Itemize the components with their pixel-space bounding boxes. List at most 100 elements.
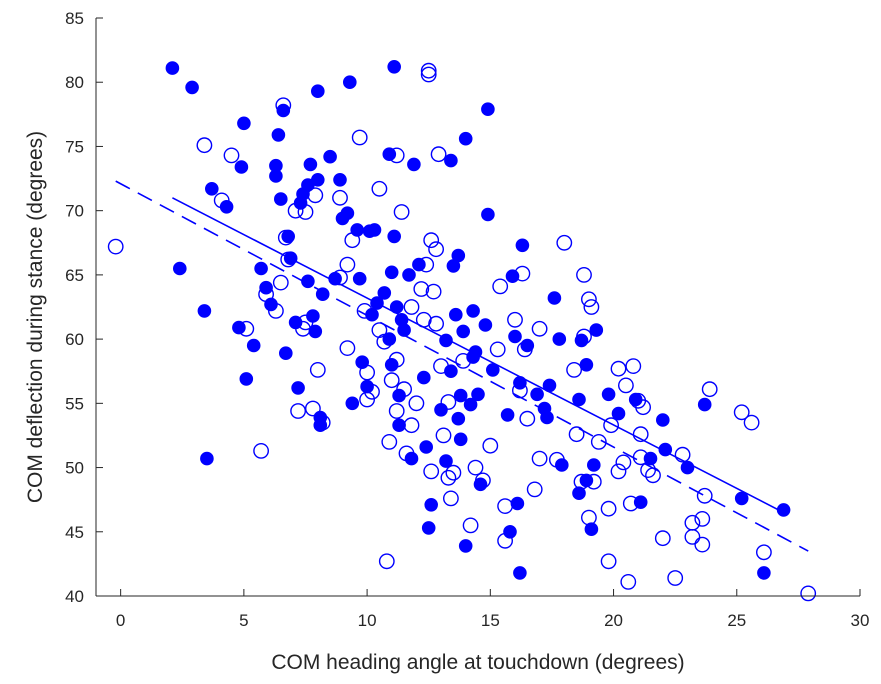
x-axis-label: COM heading angle at touchdown (degrees)	[271, 651, 684, 674]
data-point-open	[549, 451, 565, 468]
data-point-filled	[547, 291, 562, 305]
data-point-filled	[291, 381, 305, 395]
data-point-open	[581, 291, 597, 308]
data-point-open	[371, 180, 388, 197]
data-point-filled	[587, 458, 601, 472]
y-tick-label: 70	[65, 202, 84, 221]
data-point-open	[694, 536, 711, 553]
data-point-open	[440, 394, 457, 410]
y-tick-label: 75	[65, 137, 84, 156]
data-point-open	[253, 442, 270, 459]
data-point-open	[309, 361, 326, 378]
data-point-open	[238, 320, 255, 337]
data-point-open	[492, 278, 509, 295]
data-point-open	[635, 399, 651, 416]
data-point-filled	[237, 116, 251, 131]
data-point-open	[625, 358, 642, 374]
data-point-filled	[271, 128, 286, 142]
data-point-filled	[407, 157, 421, 172]
y-tick-label: 60	[65, 330, 84, 349]
data-point-filled	[463, 397, 478, 412]
data-point-open	[462, 517, 479, 534]
data-point-open	[351, 129, 368, 146]
data-point-open	[403, 299, 420, 315]
data-point-filled	[274, 192, 288, 206]
data-point-filled	[246, 338, 261, 353]
data-point-open	[610, 463, 627, 480]
data-point-open	[339, 340, 356, 356]
data-point-filled	[419, 440, 434, 454]
data-point-filled	[311, 173, 325, 187]
data-point-open	[654, 530, 671, 547]
data-point-open	[507, 311, 523, 328]
data-point-open	[531, 450, 548, 467]
data-point-open	[519, 410, 536, 427]
data-point-filled	[572, 392, 586, 407]
data-point-filled	[417, 370, 431, 385]
data-point-open	[223, 147, 240, 164]
data-point-open	[258, 286, 274, 303]
x-tick-label: 20	[604, 611, 623, 630]
data-point-filled	[656, 413, 670, 427]
data-point-open	[516, 341, 533, 358]
data-point-open	[576, 266, 592, 283]
data-point-open	[526, 481, 543, 498]
data-point-open	[332, 189, 348, 206]
data-point-filled	[458, 131, 473, 146]
data-point-open	[566, 361, 582, 378]
data-point-filled	[515, 238, 530, 253]
data-point-open	[272, 274, 289, 291]
data-point-filled	[601, 387, 616, 402]
data-point-open	[756, 544, 772, 561]
data-point-open	[388, 147, 405, 164]
data-point-filled	[352, 271, 367, 286]
data-point-open	[531, 320, 548, 337]
data-point-open	[297, 314, 314, 331]
x-tick-label: 30	[851, 611, 870, 630]
data-point-open	[396, 381, 412, 398]
data-point-open	[497, 532, 513, 549]
data-point-open	[428, 315, 444, 332]
data-point-open	[213, 192, 230, 209]
y-axis-label: COM deflection during stance (degrees)	[24, 131, 47, 503]
data-point-open	[277, 229, 294, 246]
data-point-filled	[279, 346, 293, 361]
data-point-open	[620, 574, 637, 590]
data-point-open	[482, 437, 499, 454]
data-point-filled	[276, 103, 291, 118]
data-point-filled	[530, 387, 544, 402]
y-tick-label: 85	[65, 9, 84, 28]
data-point-open	[556, 234, 573, 251]
data-point-open	[435, 427, 452, 444]
data-point-open	[314, 414, 331, 431]
data-point-filled	[387, 229, 402, 244]
data-point-open	[585, 473, 602, 490]
data-point-filled	[315, 287, 330, 302]
data-point-open	[430, 146, 447, 163]
data-point-open	[356, 302, 373, 319]
data-point-open	[381, 433, 398, 450]
data-point-open	[610, 360, 627, 377]
data-point-open	[667, 570, 684, 586]
data-point-filled	[500, 408, 515, 422]
y-tick-label: 55	[65, 394, 84, 413]
data-point-open	[359, 364, 375, 381]
x-tick-label: 0	[116, 611, 125, 630]
data-point-filled	[219, 200, 234, 214]
data-point-filled	[466, 304, 480, 318]
data-point-filled	[387, 60, 402, 74]
data-point-filled	[377, 286, 392, 300]
data-point-open	[442, 490, 459, 507]
data-point-open	[433, 358, 449, 374]
data-point-open	[743, 414, 760, 431]
data-point-filled	[421, 521, 436, 535]
data-point-open	[307, 187, 324, 204]
data-point-open	[733, 404, 750, 421]
data-point-open	[590, 433, 607, 450]
data-point-filled	[633, 495, 648, 510]
plot-area	[107, 60, 817, 602]
data-point-open	[425, 283, 442, 300]
data-point-open	[297, 204, 314, 220]
data-point-open	[474, 472, 491, 489]
data-point-open	[701, 381, 718, 398]
